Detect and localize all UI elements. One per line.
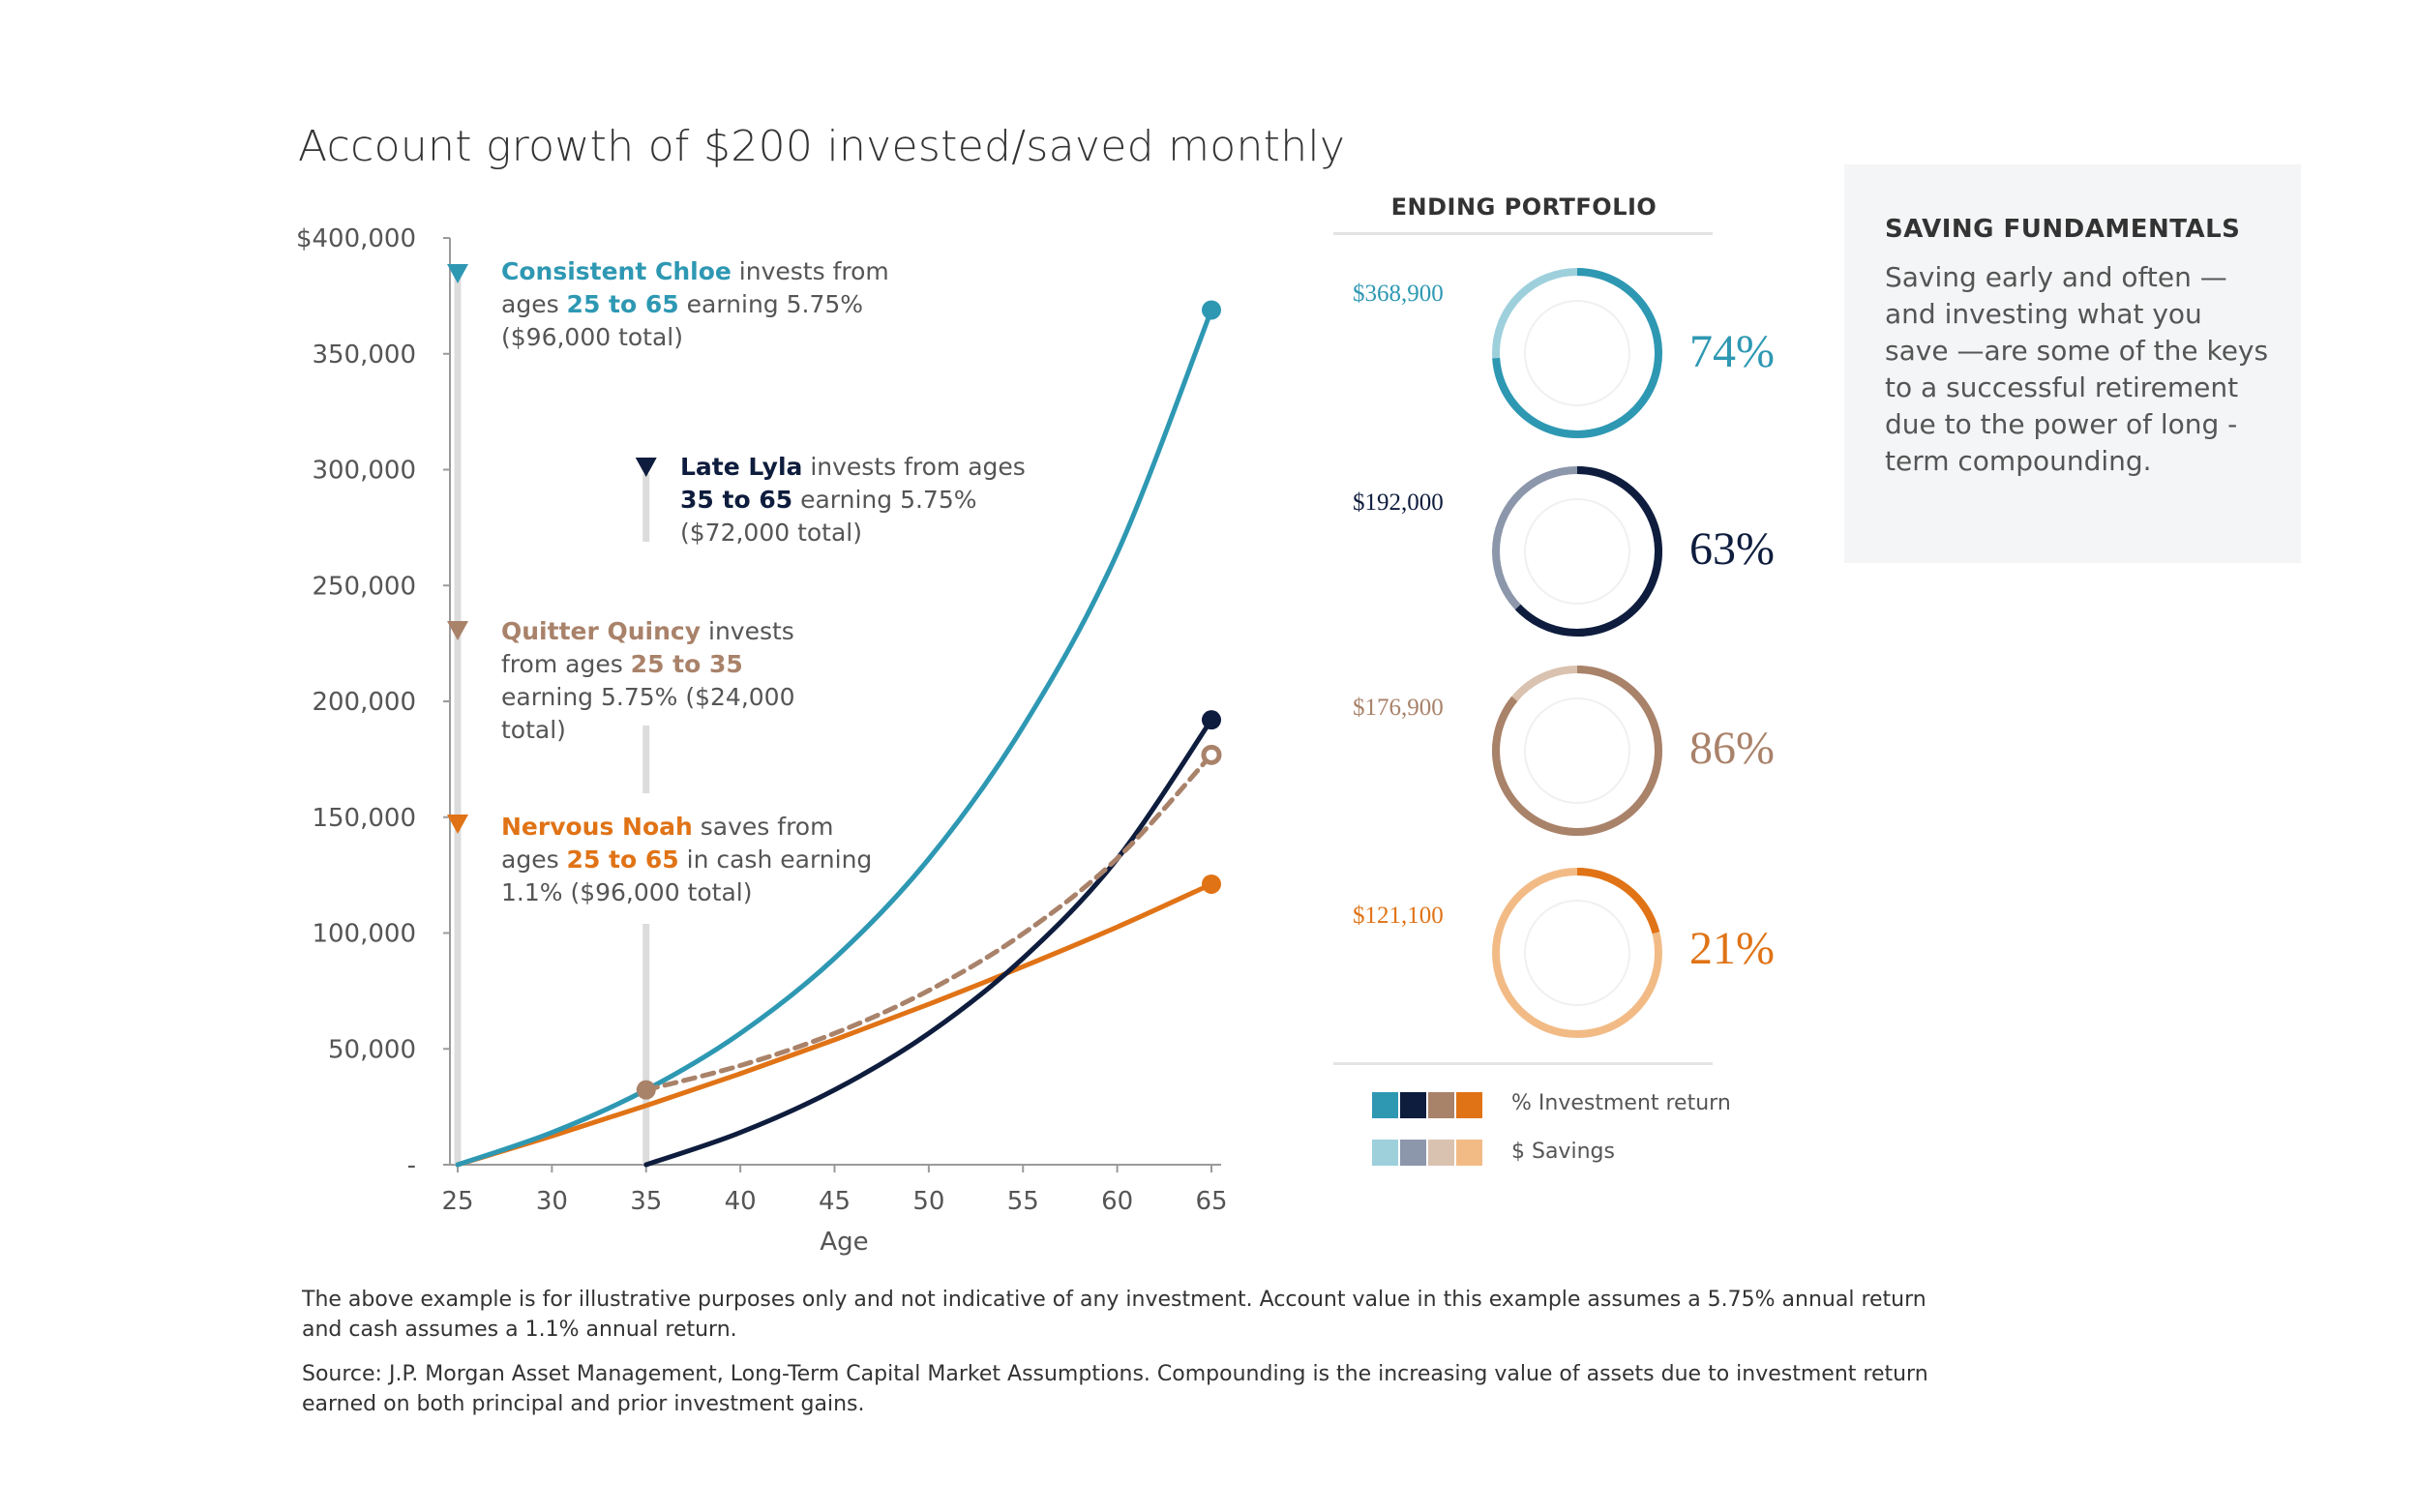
annotation-text: invests from ages — [501, 617, 794, 678]
legend-swatch-noah-light — [1456, 1140, 1482, 1166]
triangle-marker-chloe — [447, 264, 468, 283]
series-line-late-lyla — [643, 717, 1214, 1168]
annotation-chloe: Consistent Chloe invests from ages 25 to… — [501, 255, 908, 354]
annotation-text: earning 5.75% ($24,000 total) — [501, 683, 795, 744]
annotation-text: invests from ages — [501, 257, 889, 318]
x-tick-label: 45 — [819, 1187, 851, 1216]
series-line-consistent-chloe — [455, 307, 1214, 1168]
triangle-marker-lyla — [635, 458, 657, 477]
ending-value-noah: $121,100 — [1353, 903, 1444, 929]
x-tick-label: 35 — [630, 1187, 662, 1216]
ending-value-chloe: $368,900 — [1353, 281, 1444, 307]
legend-swatch-noah — [1456, 1092, 1482, 1118]
end-marker-consistent-chloe — [1202, 300, 1221, 320]
annotation-lyla-name: Late Lyla — [680, 453, 803, 481]
annotation-text: earning 5.75% ($96,000 total) — [501, 290, 864, 351]
y-tick-label: 200,000 — [312, 688, 416, 717]
percent-chloe: 74% — [1689, 326, 1775, 377]
annotation-text: earning 5.75% ($72,000 total) — [680, 486, 977, 547]
x-axis-label: Age — [820, 1228, 868, 1257]
triangle-marker-quincy — [447, 621, 468, 640]
legend-swatch-chloe — [1372, 1092, 1398, 1118]
y-tick-label: 250,000 — [312, 572, 416, 601]
donut-return-lyla — [1514, 466, 1662, 637]
x-tick-label: 30 — [536, 1187, 568, 1216]
legend-swatch-chloe-light — [1372, 1140, 1398, 1166]
end-marker-late-lyla — [1202, 710, 1221, 730]
annotation-lyla: Late Lyla invests from ages 35 to 65 ear… — [680, 451, 1038, 549]
annotation-ages: 25 to 35 — [630, 650, 743, 678]
chart-title: Account growth of $200 invested/saved mo… — [298, 122, 1346, 171]
annotation-noah: Nervous Noah saves from ages 25 to 65 in… — [501, 811, 888, 909]
x-tick-label: 40 — [725, 1187, 757, 1216]
series-line-nervous-noah — [455, 881, 1214, 1168]
y-tick-label: 300,000 — [312, 457, 416, 486]
divider — [1333, 1062, 1713, 1065]
legend-swatch-lyla-light — [1400, 1140, 1426, 1166]
percent-lyla: 63% — [1689, 523, 1775, 575]
saving-fundamentals-box — [1844, 164, 2301, 563]
triangle-marker-noah — [447, 815, 468, 834]
donut-return-noah — [1576, 868, 1660, 934]
annotation-noah-name: Nervous Noah — [501, 813, 693, 841]
annotation-text: invests from ages — [802, 453, 1026, 481]
donut-inner-ring — [1524, 697, 1630, 804]
end-marker-quitter-quincy — [1201, 744, 1222, 765]
donut-return-chloe — [1492, 268, 1662, 438]
saving-fundamentals-title: SAVING FUNDAMENTALS — [1885, 215, 2241, 244]
y-tick-label: 100,000 — [312, 920, 416, 949]
annotation-text: saves from ages — [501, 813, 834, 874]
donut-inner-ring — [1524, 498, 1630, 605]
y-tick-label: 350,000 — [312, 341, 416, 370]
annotation-ages: 25 to 65 — [566, 290, 679, 318]
legend-investment-label: % Investment return — [1511, 1091, 1731, 1115]
donut-return-quincy — [1492, 666, 1662, 836]
y-tick-label: 150,000 — [312, 804, 416, 833]
legend-swatch-quincy — [1428, 1092, 1454, 1118]
annotation-ages: 25 to 65 — [566, 845, 679, 874]
percent-quincy: 86% — [1689, 723, 1775, 774]
footnote-disclaimer: The above example is for illustrative pu… — [302, 1288, 1926, 1342]
x-tick-label: 25 — [441, 1187, 473, 1216]
donut-inner-ring — [1524, 300, 1630, 406]
y-tick-label: $400,000 — [296, 224, 416, 253]
ending-portfolio-title: ENDING PORTFOLIO — [1390, 193, 1657, 221]
annotation-ages: 35 to 65 — [680, 486, 793, 514]
ending-value-lyla: $192,000 — [1353, 489, 1444, 516]
divider — [1333, 232, 1713, 235]
legend-swatch-lyla — [1400, 1092, 1426, 1118]
x-tick-label: 55 — [1007, 1187, 1039, 1216]
annotation-quincy: Quitter Quincy invests from ages 25 to 3… — [501, 615, 835, 747]
donut-inner-ring — [1524, 900, 1630, 1006]
annotation-text: in cash earning 1.1% ($96,000 total) — [501, 845, 873, 906]
x-tick-label: 60 — [1101, 1187, 1133, 1216]
legend-swatch-quincy-light — [1428, 1140, 1454, 1166]
footnote-source: Source: J.P. Morgan Asset Management, Lo… — [302, 1362, 1928, 1416]
y-tick-label: 50,000 — [328, 1035, 416, 1064]
saving-fundamentals-body: Saving early and often —and investing wh… — [1885, 261, 2269, 477]
series-line-quitter-quincy — [643, 752, 1214, 1093]
legend-savings-label: $ Savings — [1511, 1140, 1615, 1164]
y-tick-label: - — [407, 1151, 416, 1180]
percent-noah: 21% — [1689, 923, 1775, 974]
end-marker-nervous-noah — [1202, 874, 1221, 894]
annotation-chloe-name: Consistent Chloe — [501, 257, 732, 285]
ending-value-quincy: $176,900 — [1353, 695, 1444, 721]
start-marker-quitter-quincy — [636, 1080, 656, 1100]
x-tick-label: 65 — [1195, 1187, 1227, 1216]
x-tick-label: 50 — [912, 1187, 944, 1216]
annotation-quincy-name: Quitter Quincy — [501, 617, 702, 645]
